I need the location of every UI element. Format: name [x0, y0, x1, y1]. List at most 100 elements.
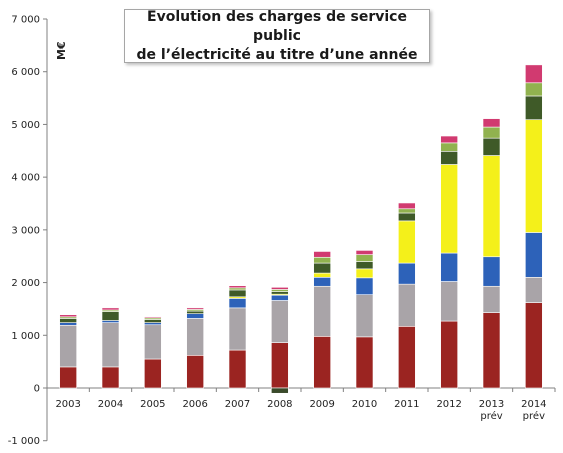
bar-segment [482, 137, 501, 156]
x-tick-label: 2007 [225, 399, 250, 410]
bar-segment [440, 164, 458, 254]
x-tick-label: 2014 [521, 399, 546, 410]
bar-segment [59, 324, 77, 368]
bar-segment [101, 307, 120, 311]
bar-segment [313, 262, 331, 274]
bar-segment [398, 283, 416, 327]
y-tick-label: 7 000 [11, 15, 40, 26]
bar-segment [525, 119, 543, 233]
x-tick-label: 2008 [267, 399, 292, 410]
bar-segment [525, 232, 543, 278]
x-tick-label: 2003 [55, 399, 80, 410]
x-tick-label: 2004 [98, 399, 123, 410]
x-tick-label: 2011 [394, 399, 419, 410]
bar-segment [228, 287, 247, 291]
y-tick-label: 5 000 [11, 120, 40, 131]
bar-segment [228, 285, 247, 289]
bar-segment [59, 314, 77, 318]
bar-segment [144, 358, 162, 389]
bar-segment [228, 307, 247, 351]
bar-segment [313, 256, 331, 264]
bar-segment [186, 313, 204, 319]
x-tick-label: 2013 [479, 399, 504, 410]
bar-segment [482, 256, 501, 287]
bar-segment [101, 311, 120, 321]
x-tick-label: 2005 [140, 399, 165, 410]
bar-segment [482, 126, 501, 139]
bar-segment [440, 151, 458, 165]
bar-segment [525, 95, 543, 120]
bar-segment [101, 322, 120, 368]
bar-segment [355, 268, 374, 279]
bar-segment [313, 251, 331, 258]
bar-segment [355, 336, 374, 389]
bar-segment [271, 294, 289, 301]
bar-segment [355, 277, 374, 295]
bar-segment [525, 276, 543, 303]
bar-segment [101, 366, 120, 389]
y-tick-label: 1 000 [11, 331, 40, 342]
bar-segment [525, 64, 543, 84]
bar-segment [228, 349, 247, 389]
bar-segment [440, 252, 458, 282]
bar-segment [525, 302, 543, 389]
x-tick-label: 2012 [436, 399, 461, 410]
bar-segment [355, 254, 374, 262]
bar-segment [59, 366, 77, 389]
bar-segment [440, 142, 458, 152]
bar-segment [440, 281, 458, 322]
bar-segment [525, 82, 543, 97]
bar-segment [355, 250, 374, 255]
bar-segment [398, 212, 416, 222]
bar-segment [482, 285, 501, 313]
bar-segment [271, 342, 289, 389]
x-tick-label: 2009 [309, 399, 334, 410]
bar-segment [144, 319, 162, 323]
bar-segment [271, 300, 289, 343]
y-tick-label: 3 000 [11, 225, 40, 236]
bar-segment [186, 318, 204, 356]
y-tick-label: 2 000 [11, 278, 40, 289]
bar-segment [355, 294, 374, 338]
bar-segment [144, 322, 162, 326]
bar-segment [271, 291, 289, 295]
bar-segment [482, 155, 501, 258]
bar-segment [101, 320, 120, 323]
bar-segment [313, 285, 331, 337]
bar-segment [313, 336, 331, 389]
bar-segment [271, 289, 289, 292]
bar-segment [398, 202, 416, 210]
chart-title-line-2: de l’électricité au titre d’une année [136, 46, 418, 63]
y-tick-label: -1 000 [8, 436, 40, 447]
bar-segment [482, 118, 501, 128]
bar-segment [313, 272, 331, 278]
bar-segment [440, 320, 458, 389]
bar-segment [186, 310, 204, 314]
x-tick-sublabel: prév [480, 410, 502, 422]
bar-segment [440, 135, 458, 144]
bar-segment [186, 355, 204, 389]
bar-segment [271, 287, 289, 290]
bar-segment [144, 324, 162, 360]
chart-title-line-1: Evolution des charges de service public [147, 8, 407, 44]
bar-segment [398, 326, 416, 389]
x-tick-label: 2006 [182, 399, 207, 410]
chart-title-box: Evolution des charges de service public … [124, 9, 430, 63]
bar-segment [313, 276, 331, 287]
y-tick-label: 6 000 [11, 67, 40, 78]
y-axis-unit-label: M€ [55, 41, 68, 61]
y-tick-label: 4 000 [11, 173, 40, 184]
x-tick-label: 2010 [352, 399, 377, 410]
bar-segment [398, 220, 416, 264]
bar-segment [59, 322, 77, 326]
bar-segment [398, 208, 416, 214]
bar-segment [228, 289, 247, 298]
bar-segment [482, 312, 501, 389]
bar-segment [186, 307, 204, 310]
x-tick-sublabel: prév [523, 410, 545, 422]
bar-segment [398, 262, 416, 285]
bar-segment [144, 316, 162, 319]
y-tick-label: 0 [34, 384, 40, 395]
